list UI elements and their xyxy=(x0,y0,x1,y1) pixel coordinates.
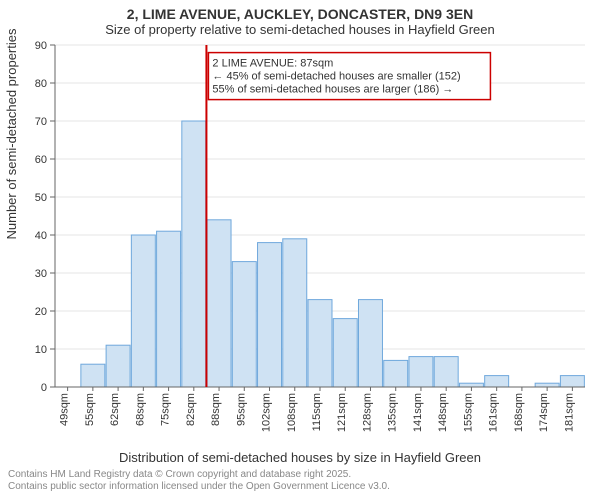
y-tick-label: 90 xyxy=(35,40,47,52)
x-tick-label: 108sqm xyxy=(286,393,298,432)
histogram-bar xyxy=(283,239,307,387)
x-tick-label: 102sqm xyxy=(261,393,273,432)
histogram-bar xyxy=(308,300,332,387)
histogram-bar xyxy=(560,376,584,387)
histogram-bar xyxy=(131,235,155,387)
x-tick-label: 135sqm xyxy=(387,393,399,432)
x-tick-label: 128sqm xyxy=(361,393,373,432)
annotation-line: ← 45% of semi-detached houses are smalle… xyxy=(212,71,460,83)
histogram-bar xyxy=(207,220,231,387)
title-line2: Size of property relative to semi-detach… xyxy=(0,22,600,37)
histogram-bar xyxy=(333,319,357,387)
histogram-bar xyxy=(157,231,181,387)
x-tick-label: 49sqm xyxy=(59,393,71,426)
footer-line2: Contains public sector information licen… xyxy=(8,481,600,493)
histogram-bar xyxy=(358,300,382,387)
histogram-bar xyxy=(232,262,256,387)
y-tick-label: 50 xyxy=(35,192,47,204)
y-tick-label: 40 xyxy=(35,230,47,242)
histogram-bar xyxy=(535,383,559,387)
histogram-svg: 0 10 20 30 40 50 60 70 80 90 49sqm 55sqm 62sqm 68sqm 7… xyxy=(0,37,600,445)
y-tick-label: 80 xyxy=(35,78,47,90)
chart-area: Number of semi-detached properties 01020… xyxy=(0,37,600,467)
histogram-bar xyxy=(384,360,408,387)
annotation-line: 55% of semi-detached houses are larger (… xyxy=(212,84,453,96)
x-tick-label: 68sqm xyxy=(134,393,146,426)
x-tick-label: 62sqm xyxy=(109,393,121,426)
footer-line1: Contains HM Land Registry data © Crown c… xyxy=(8,469,600,481)
x-axis-label: Distribution of semi-detached houses by … xyxy=(0,450,600,465)
footer-attribution: Contains HM Land Registry data © Crown c… xyxy=(0,467,600,493)
y-tick-label: 20 xyxy=(35,306,47,318)
y-tick-label: 70 xyxy=(35,116,47,128)
histogram-bar xyxy=(434,357,458,387)
x-tick-label: 95sqm xyxy=(235,393,247,426)
chart-title: 2, LIME AVENUE, AUCKLEY, DONCASTER, DN9 … xyxy=(0,0,600,37)
x-tick-label: 155sqm xyxy=(462,393,474,432)
x-tick-label: 82sqm xyxy=(185,393,197,426)
x-tick-label: 75sqm xyxy=(160,393,172,426)
y-tick-label: 0 xyxy=(41,382,47,394)
y-axis-label: Number of semi-detached properties xyxy=(4,29,19,240)
x-tick-label: 115sqm xyxy=(311,393,323,431)
x-tick-label: 121sqm xyxy=(336,393,348,432)
x-tick-label: 174sqm xyxy=(538,393,550,432)
histogram-bar xyxy=(258,243,282,387)
x-tick-label: 55sqm xyxy=(84,393,96,426)
y-tick-label: 30 xyxy=(35,268,47,280)
histogram-bar xyxy=(409,357,433,387)
histogram-bar xyxy=(81,364,105,387)
y-tick-label: 10 xyxy=(35,344,47,356)
x-tick-label: 168sqm xyxy=(513,393,525,432)
title-line1: 2, LIME AVENUE, AUCKLEY, DONCASTER, DN9 … xyxy=(0,6,600,22)
histogram-bar xyxy=(182,121,206,387)
histogram-bar xyxy=(459,383,483,387)
x-tick-label: 88sqm xyxy=(210,393,222,426)
y-tick-label: 60 xyxy=(35,154,47,166)
annotation-line: 2 LIME AVENUE: 87sqm xyxy=(212,58,333,70)
histogram-bar xyxy=(485,376,509,387)
x-tick-label: 141sqm xyxy=(412,393,424,432)
x-tick-label: 181sqm xyxy=(563,393,575,432)
x-tick-label: 161sqm xyxy=(488,393,500,432)
histogram-bar xyxy=(106,345,130,387)
x-tick-label: 148sqm xyxy=(437,393,449,432)
